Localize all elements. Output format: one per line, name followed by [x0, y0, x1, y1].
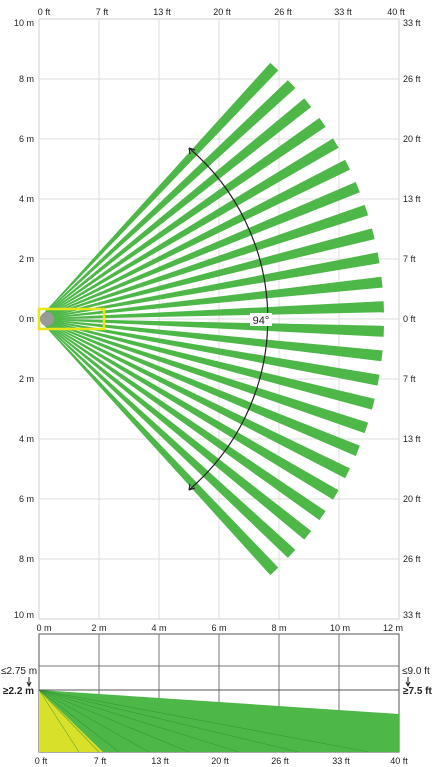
detection-beams	[38, 62, 384, 576]
detection-beam	[38, 138, 339, 320]
mount-height-ft-label: ≥7.5 ft	[403, 686, 432, 697]
left-m-label: 0 m	[19, 314, 34, 324]
side-ft-label: 7 ft	[94, 756, 107, 766]
side-m-label: 4 m	[151, 623, 166, 633]
side-m-label: 12 m	[383, 623, 403, 633]
detection-beam	[38, 62, 279, 320]
side-ft-label: 33 ft	[332, 756, 350, 766]
top-ft-label: 7 ft	[96, 7, 109, 17]
right-ft-label: 7 ft	[403, 254, 416, 264]
detection-beam	[38, 318, 312, 540]
right-ft-label: 26 ft	[403, 74, 421, 84]
side-m-label: 10 m	[330, 623, 350, 633]
right-ft-label: 13 ft	[403, 194, 421, 204]
side-detection-zone	[39, 690, 399, 752]
detection-beam	[38, 318, 296, 558]
detection-beam	[38, 318, 351, 479]
detection-beam	[38, 318, 279, 576]
side-view: 0 m 2 m 4 m 6 m 8 m 10 m 12 m 0 ft 7 ft …	[1, 623, 432, 766]
detection-beam	[38, 318, 326, 521]
side-creep-zone	[39, 690, 103, 752]
detection-beam	[39, 318, 384, 337]
side-ft-label: 13 ft	[151, 756, 169, 766]
side-ft-label: 40 ft	[390, 756, 408, 766]
left-m-label: 10 m	[14, 18, 34, 28]
right-ft-label: 33 ft	[403, 610, 421, 620]
left-m-label: 2 m	[19, 254, 34, 264]
creep-zone-highlight	[37, 307, 106, 331]
side-m-label: 8 m	[271, 623, 286, 633]
top-ft-label: 33 ft	[334, 7, 352, 17]
side-ft-label: 26 ft	[271, 756, 289, 766]
detection-beam	[38, 318, 369, 434]
top-view: 94° 0 ft 7 ft 13 ft 20 ft 26 ft 33 ft 40…	[14, 7, 421, 620]
side-ft-label: 0 ft	[35, 756, 48, 766]
detection-beam	[38, 204, 369, 320]
arc-arrow-top-icon	[188, 147, 196, 155]
height-arrow-right-icon	[405, 677, 411, 688]
max-height-m-label: ≤2.75 m	[1, 666, 37, 677]
top-ft-label: 26 ft	[274, 7, 292, 17]
right-ft-label: 0 ft	[403, 314, 416, 324]
detection-beam	[38, 318, 339, 500]
right-ft-label: 26 ft	[403, 554, 421, 564]
side-m-label: 6 m	[211, 623, 226, 633]
left-m-label: 8 m	[19, 74, 34, 84]
right-ft-label: 20 ft	[403, 134, 421, 144]
right-ft-label: 13 ft	[403, 434, 421, 444]
detection-beam	[38, 182, 360, 320]
right-ft-label: 33 ft	[403, 18, 421, 28]
side-m-label: 0 m	[36, 623, 51, 633]
detection-beam	[38, 228, 375, 320]
angle-arc: 94°	[188, 147, 272, 491]
left-m-label: 6 m	[19, 134, 34, 144]
left-m-label: 2 m	[19, 374, 34, 384]
detection-beam	[38, 98, 312, 320]
side-m-label: 2 m	[91, 623, 106, 633]
side-ft-label: 20 ft	[211, 756, 229, 766]
side-view-rays	[38, 689, 370, 753]
left-m-label: 4 m	[19, 434, 34, 444]
detection-beam	[38, 159, 351, 320]
top-view-grid	[38, 18, 400, 620]
left-m-label: 4 m	[19, 194, 34, 204]
sensor-icon	[40, 312, 54, 326]
top-ft-label: 13 ft	[153, 7, 171, 17]
right-ft-label: 7 ft	[403, 374, 416, 384]
top-ft-label: 20 ft	[213, 7, 231, 17]
detection-beam	[38, 318, 383, 362]
detection-beam	[38, 80, 296, 320]
detection-beam	[38, 318, 375, 410]
detection-beam	[38, 318, 380, 386]
detection-beam	[39, 301, 384, 320]
left-m-label: 8 m	[19, 554, 34, 564]
top-ft-label: 0 ft	[38, 7, 51, 17]
max-height-ft-label: ≤9.0 ft	[402, 666, 430, 677]
angle-label: 94°	[253, 315, 270, 327]
left-m-label: 6 m	[19, 494, 34, 504]
detection-beam	[38, 117, 326, 320]
top-ft-label: 40 ft	[387, 7, 405, 17]
mount-height-m-label: ≥2.2 m	[3, 686, 34, 697]
left-m-label: 10 m	[14, 610, 34, 620]
height-arrow-left-icon	[26, 677, 32, 688]
detection-beam	[38, 252, 380, 320]
detection-beam	[38, 276, 383, 320]
arc-arrow-bottom-icon	[188, 483, 196, 491]
detection-beam	[38, 318, 360, 456]
right-ft-label: 20 ft	[403, 494, 421, 504]
